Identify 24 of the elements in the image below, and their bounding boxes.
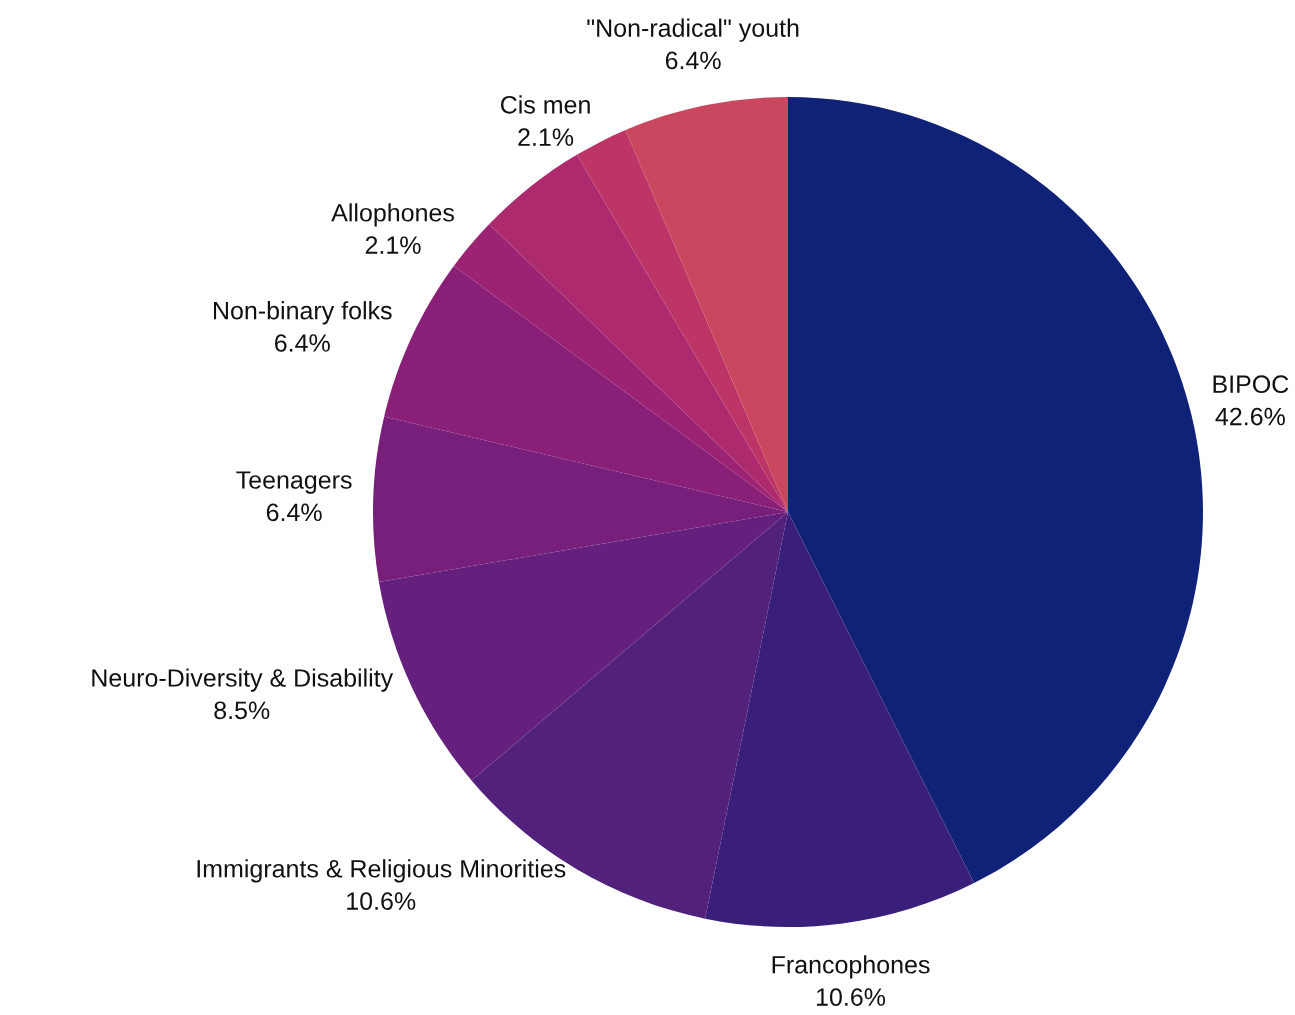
data-label: 2.1% — [365, 236, 421, 254]
data-label: 6.4% — [665, 51, 721, 70]
pie-slice — [788, 97, 1203, 883]
slice-label: Immigrants & Religious Minorities — [197, 859, 566, 883]
slice-label: BIPOC — [1213, 375, 1289, 394]
pie-slice — [625, 97, 788, 512]
data-label: 8.5% — [214, 701, 270, 720]
slice-label: Francophones — [772, 955, 930, 979]
pie-slice — [373, 416, 788, 583]
slice-label: Teenagers — [236, 471, 352, 494]
data-label: 2.1% — [518, 128, 574, 146]
data-label: 42.6% — [1215, 407, 1285, 426]
data-label: 6.4% — [275, 334, 330, 352]
pie-slice — [489, 154, 788, 512]
slice-label: Cis men — [500, 95, 590, 114]
slice-label: Non-binary folks — [214, 301, 392, 325]
slice-label: "Non-radical" youth — [587, 18, 799, 42]
data-label: 10.6% — [347, 892, 416, 910]
pie-slice — [705, 512, 975, 927]
pie-slice — [576, 130, 788, 512]
data-label: 6.4% — [266, 503, 322, 522]
slice-label: Allophones — [331, 203, 454, 227]
slice-label: Neuro-Diversity & Disability — [92, 668, 394, 692]
data-label: 10.6% — [816, 988, 886, 1006]
